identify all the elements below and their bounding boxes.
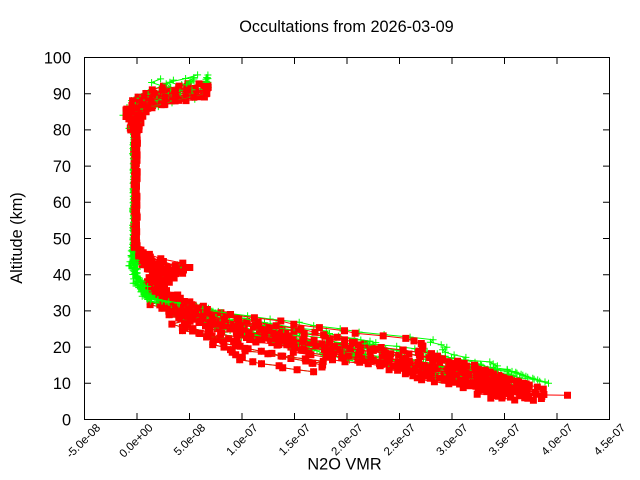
svg-text:30: 30	[53, 303, 71, 321]
svg-text:Occultations from 2026-03-09: Occultations from 2026-03-09	[239, 18, 453, 36]
svg-text:70: 70	[53, 158, 71, 176]
svg-text:0: 0	[62, 411, 71, 429]
svg-text:50: 50	[53, 230, 71, 248]
svg-text:20: 20	[53, 339, 71, 357]
svg-text:80: 80	[53, 122, 71, 140]
svg-text:N2O VMR: N2O VMR	[307, 455, 381, 473]
svg-text:100: 100	[44, 49, 71, 67]
svg-text:60: 60	[53, 194, 71, 212]
svg-text:40: 40	[53, 267, 71, 285]
svg-text:10: 10	[53, 375, 71, 393]
svg-text:Altitude (km): Altitude (km)	[8, 192, 26, 283]
svg-text:90: 90	[53, 86, 71, 104]
